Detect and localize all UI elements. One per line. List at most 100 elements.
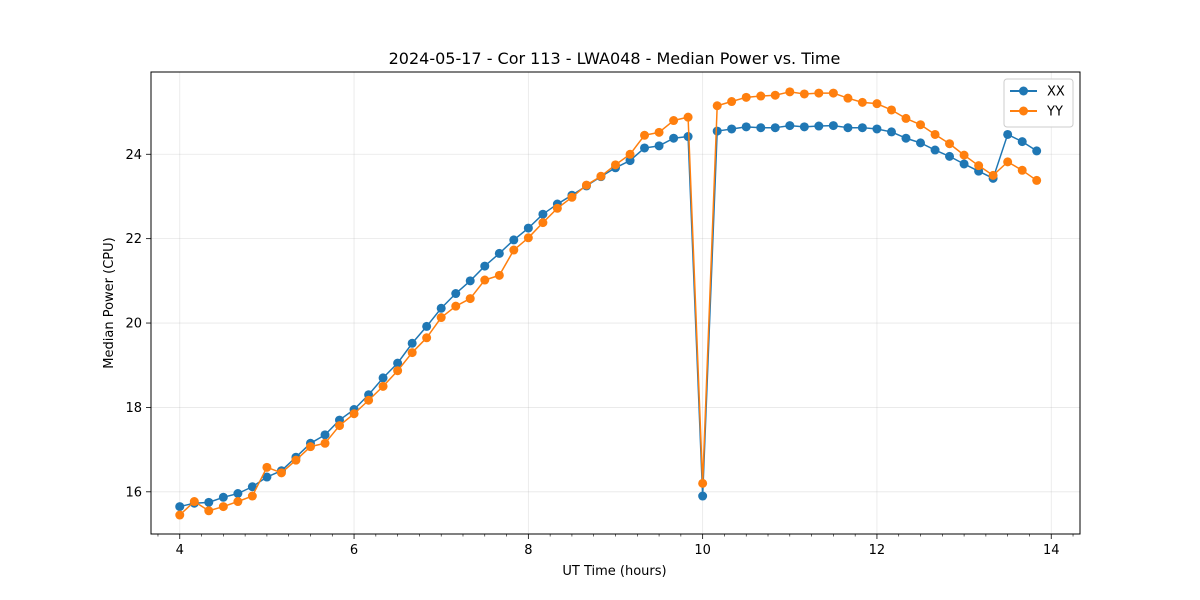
- data-point-xx: [538, 209, 548, 219]
- data-point-yy: [901, 113, 911, 123]
- data-point-xx: [175, 502, 185, 512]
- data-point-yy: [494, 270, 504, 280]
- data-point-xx: [959, 159, 969, 169]
- data-point-yy: [698, 478, 708, 488]
- data-point-yy: [276, 468, 286, 478]
- data-point-yy: [538, 218, 548, 228]
- legend: XX YY: [1003, 78, 1074, 128]
- x-axis: 4 6 8 10 12 14: [157, 534, 1074, 558]
- data-point-xx: [523, 223, 533, 233]
- data-point-xx: [770, 123, 780, 133]
- data-point-xx: [393, 358, 403, 368]
- data-point-yy: [305, 442, 315, 452]
- data-point-yy: [422, 333, 432, 343]
- data-point-xx: [857, 123, 867, 133]
- data-point-yy: [189, 497, 199, 507]
- data-point-yy: [712, 101, 722, 111]
- x-tick-label: 14: [1043, 543, 1060, 558]
- data-point-yy: [204, 506, 214, 516]
- y-tick-label: 24: [125, 148, 142, 163]
- data-point-yy: [828, 88, 838, 98]
- data-point-xx: [887, 127, 896, 137]
- y-tick-label: 22: [125, 232, 142, 247]
- data-point-yy: [988, 170, 998, 180]
- data-point-yy: [436, 313, 446, 323]
- data-point-yy: [320, 438, 330, 448]
- data-point-yy: [233, 497, 243, 507]
- data-point-xx: [465, 276, 475, 286]
- data-point-yy: [669, 116, 679, 126]
- data-point-xx: [262, 472, 272, 482]
- data-point-xx: [930, 145, 940, 155]
- data-point-yy: [959, 150, 969, 160]
- data-point-yy: [509, 245, 519, 255]
- data-point-yy: [451, 301, 461, 311]
- data-point-xx: [872, 124, 882, 134]
- data-point-xx: [683, 132, 693, 142]
- x-tick-label: 12: [869, 543, 886, 558]
- data-point-yy: [393, 366, 403, 376]
- data-point-yy: [974, 161, 984, 171]
- data-point-xx: [509, 235, 519, 245]
- legend-marker-xx: [1019, 86, 1028, 96]
- data-point-yy: [654, 127, 664, 137]
- data-point-xx: [741, 122, 751, 132]
- data-point-yy: [581, 180, 591, 190]
- data-point-yy: [175, 510, 185, 520]
- data-point-xx: [480, 261, 490, 271]
- data-point-yy: [770, 90, 780, 100]
- data-point-xx: [712, 126, 722, 136]
- series-yy: [175, 87, 1042, 520]
- y-tick-label: 18: [125, 401, 142, 416]
- chart-title: 2024-05-17 - Cor 113 - LWA048 - Median P…: [389, 49, 841, 68]
- data-point-yy: [407, 348, 417, 358]
- grid: [151, 72, 1080, 534]
- data-point-xx: [422, 321, 432, 331]
- data-point-xx: [669, 133, 679, 143]
- data-point-yy: [349, 409, 359, 419]
- data-point-xx: [1032, 146, 1042, 156]
- data-point-yy: [887, 105, 896, 115]
- data-point-yy: [799, 89, 809, 99]
- data-point-yy: [480, 275, 490, 285]
- x-axis-label: UT Time (hours): [562, 564, 666, 579]
- data-point-yy: [814, 88, 824, 98]
- data-point-yy: [857, 97, 867, 107]
- data-point-yy: [567, 192, 577, 202]
- data-point-yy: [741, 92, 751, 102]
- data-point-xx: [1017, 137, 1027, 147]
- data-point-yy: [262, 462, 272, 472]
- data-point-yy: [785, 87, 795, 97]
- data-point-yy: [625, 149, 635, 159]
- data-point-xx: [654, 141, 664, 151]
- data-point-xx: [407, 338, 417, 348]
- data-point-yy: [218, 502, 228, 512]
- data-point-yy: [596, 171, 606, 181]
- data-point-yy: [335, 421, 344, 431]
- data-point-yy: [611, 160, 620, 170]
- y-tick-label: 16: [125, 485, 142, 500]
- data-point-yy: [683, 112, 693, 122]
- data-point-xx: [436, 303, 446, 313]
- data-point-yy: [1032, 175, 1042, 185]
- data-point-yy: [872, 99, 882, 109]
- data-point-xx: [828, 121, 838, 131]
- data-point-xx: [451, 289, 461, 299]
- data-point-xx: [320, 430, 330, 440]
- x-tick-label: 4: [176, 543, 184, 558]
- data-point-xx: [799, 122, 809, 132]
- y-axis: 16 18 20 22 24: [125, 148, 151, 500]
- data-point-yy: [930, 129, 940, 139]
- data-point-yy: [247, 491, 257, 501]
- data-point-yy: [552, 203, 562, 213]
- data-point-yy: [465, 294, 475, 304]
- data-point-xx: [945, 151, 955, 161]
- data-point-yy: [523, 233, 533, 243]
- data-point-yy: [1003, 157, 1013, 167]
- data-point-xx: [1003, 129, 1013, 139]
- data-point-yy: [364, 395, 374, 405]
- data-point-yy: [843, 93, 853, 103]
- data-point-xx: [204, 497, 214, 507]
